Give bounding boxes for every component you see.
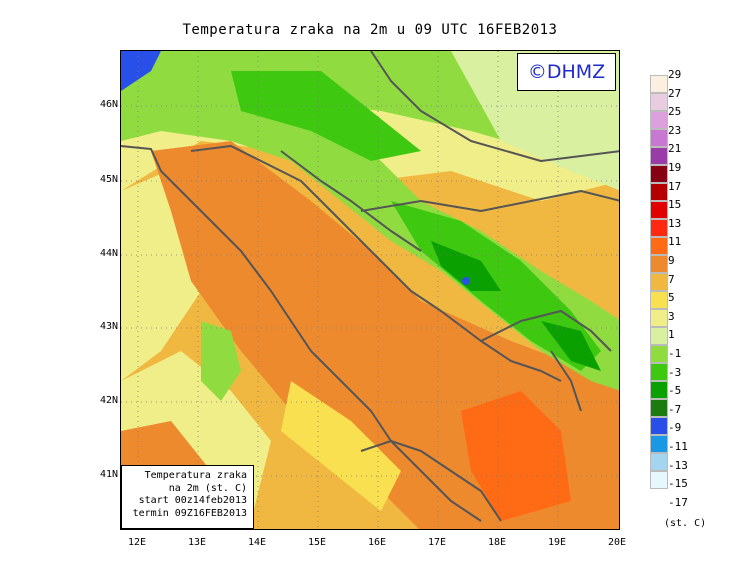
legend-swatch (650, 219, 668, 237)
legend-label: 21 (668, 142, 682, 156)
legend-label: 25 (668, 105, 682, 119)
legend-swatch (650, 309, 668, 327)
color-legend (650, 75, 670, 489)
info-line-2: na 2m (st. C) (168, 482, 247, 494)
lon-label: 13E (187, 537, 207, 548)
legend-label: -9 (668, 421, 682, 435)
lat-label: 45N (99, 174, 118, 185)
dhmz-logo: ©DHMZ (517, 53, 616, 91)
lon-label: 12E (127, 537, 147, 548)
info-line-3: start 00z14feb2013 (138, 495, 247, 506)
legend-label: 11 (668, 235, 682, 249)
legend-label: 17 (668, 179, 682, 193)
lon-label: 18E (487, 537, 507, 548)
legend-label: -7 (668, 402, 682, 416)
legend-swatch (650, 183, 668, 201)
legend-label: 27 (668, 86, 682, 100)
legend-swatch (650, 165, 668, 183)
legend-swatch (650, 255, 668, 273)
lat-label: 41N (99, 469, 118, 480)
info-line-4: termin 09Z16FEB2013 (132, 507, 247, 519)
lon-label: 19E (547, 537, 567, 548)
legend-swatch (650, 435, 668, 453)
legend-swatch (650, 327, 668, 345)
temperature-map (120, 50, 620, 530)
lon-label: 16E (367, 537, 387, 548)
legend-label: -5 (668, 384, 682, 398)
legend-swatch (650, 201, 668, 219)
legend-swatch (650, 381, 668, 399)
legend-label: 1 (668, 328, 675, 342)
lon-label: 20E (607, 537, 627, 548)
legend-label: 15 (668, 198, 682, 212)
legend-label: 7 (668, 272, 675, 286)
legend-label: 5 (668, 291, 675, 305)
legend-swatch (650, 129, 668, 147)
legend-swatch (650, 291, 668, 309)
info-line-1: Temperatura zraka (144, 470, 247, 481)
temperature-field (121, 51, 619, 529)
lat-label: 42N (99, 395, 118, 406)
lon-label: 17E (427, 537, 447, 548)
legend-swatch (650, 453, 668, 471)
legend-swatch (650, 345, 668, 363)
legend-label: -13 (668, 458, 688, 472)
legend-swatch (650, 147, 668, 165)
lon-label: 14E (247, 537, 267, 548)
lon-label: 15E (307, 537, 327, 548)
legend-swatch (650, 111, 668, 129)
legend-swatch (650, 75, 668, 93)
legend-label: -17 (668, 495, 688, 509)
legend-swatch (650, 273, 668, 291)
legend-swatch (650, 93, 668, 111)
legend-swatch (650, 237, 668, 255)
legend-label: 23 (668, 123, 682, 137)
legend-label: -15 (668, 477, 688, 491)
legend-label: -11 (668, 440, 688, 453)
legend-label: 29 (668, 68, 682, 81)
legend-label: 13 (668, 216, 682, 230)
legend-swatch (650, 417, 668, 435)
lat-label: 44N (99, 248, 118, 259)
lat-label: 43N (99, 321, 118, 332)
legend-swatch (650, 363, 668, 381)
legend-label: -1 (668, 347, 682, 360)
legend-label: 3 (668, 309, 675, 323)
legend-label: -3 (668, 365, 682, 379)
legend-swatch (650, 399, 668, 417)
map-title: Temperatura zraka na 2m u 09 UTC 16FEB20… (182, 22, 558, 38)
lat-label: 46N (99, 99, 118, 110)
legend-unit: (st. C) (664, 518, 707, 529)
legend-label: 9 (668, 254, 675, 267)
legend-label: 19 (668, 161, 682, 174)
info-box: Temperatura zraka na 2m (st. C) start 00… (121, 465, 254, 529)
legend-swatch (650, 471, 668, 489)
